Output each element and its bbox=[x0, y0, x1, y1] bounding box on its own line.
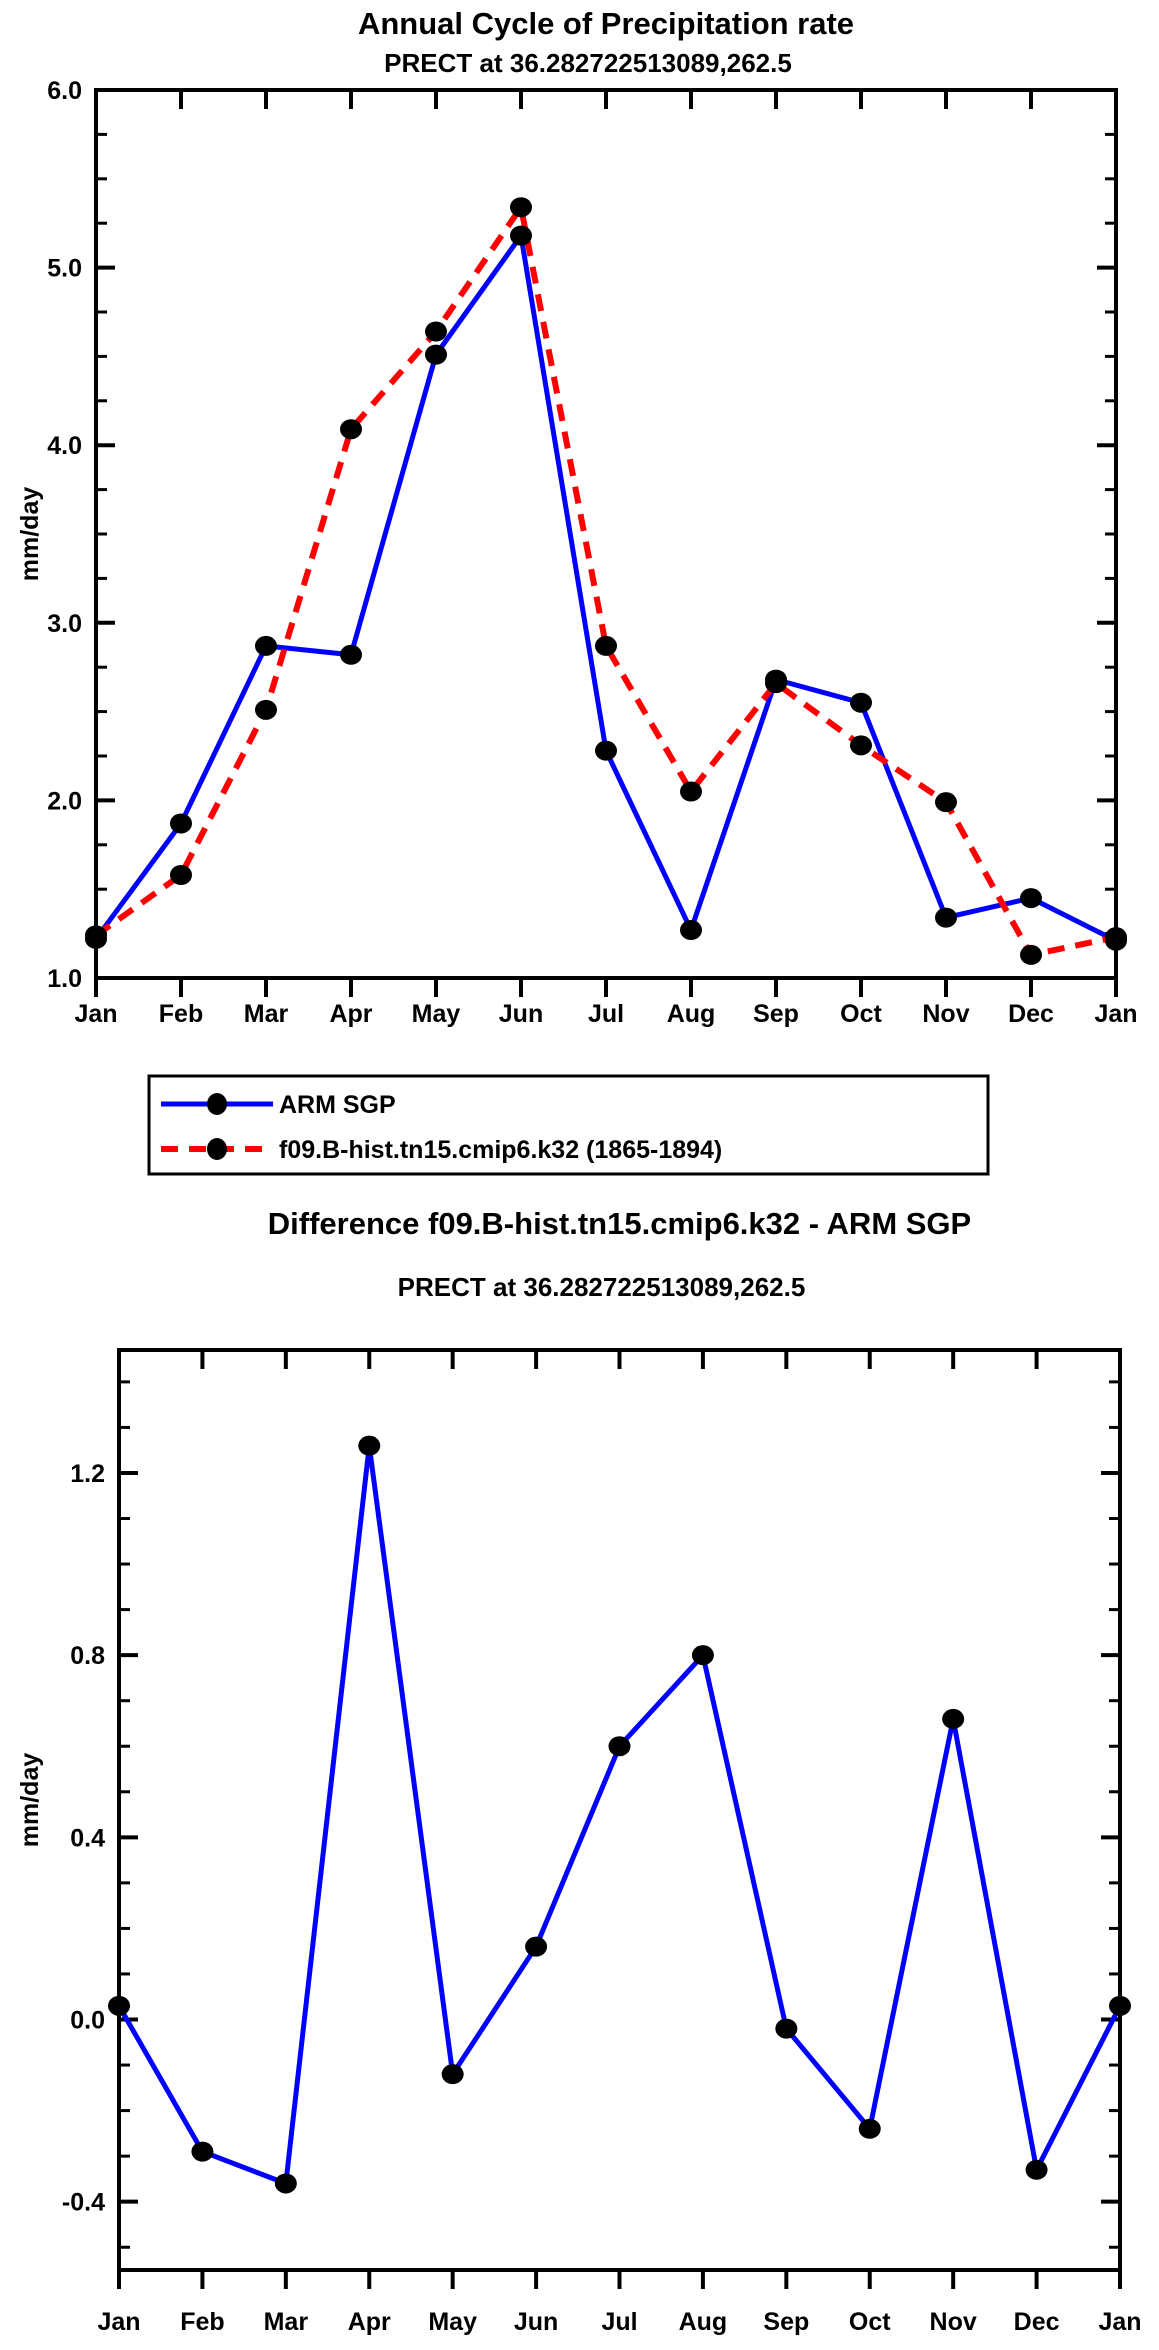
panel-0-xtick-label-5: Jun bbox=[499, 1000, 543, 1028]
panel-0-ytick-label-0: 1.0 bbox=[47, 965, 82, 993]
panel-1-series-0-marker bbox=[274, 2173, 297, 2194]
panel-1-series-0-marker bbox=[525, 1936, 548, 1957]
panel-0-ytick-label-1: 2.0 bbox=[47, 787, 82, 815]
panel-1-series-0-marker bbox=[191, 2141, 214, 2162]
panel-1-xtick-label-11: Dec bbox=[1014, 2308, 1060, 2336]
panel-1-series-0-marker bbox=[608, 1736, 631, 1757]
panel-0-series-0-marker bbox=[510, 225, 532, 246]
panel-0-ytick-label-2: 3.0 bbox=[47, 610, 82, 638]
panel-0-xtick-label-12: Jan bbox=[1094, 1000, 1137, 1028]
panel-0-series-1-marker bbox=[765, 673, 787, 694]
panel-0-xtick-label-3: Apr bbox=[329, 1000, 372, 1028]
panel-1-title: Difference f09.B-hist.tn15.cmip6.k32 - A… bbox=[268, 1206, 971, 1241]
panel-1-xtick-label-1: Feb bbox=[180, 2308, 224, 2336]
panel-1-ytick-label-3: 0.8 bbox=[70, 1642, 105, 1670]
panel-0-xtick-label-7: Aug bbox=[667, 1000, 716, 1028]
legend-marker-0 bbox=[207, 1093, 227, 1115]
panel-0-series-0-marker bbox=[850, 692, 872, 713]
panel-0-xtick-label-10: Nov bbox=[922, 1000, 969, 1028]
panel-1-xtick-label-2: Mar bbox=[264, 2308, 309, 2336]
panel-1-ytick-label-2: 0.4 bbox=[70, 1824, 105, 1852]
panel-0-title: Annual Cycle of Precipitation rate bbox=[358, 6, 854, 41]
panel-0-ytick-label-4: 5.0 bbox=[47, 255, 82, 283]
panel-1-series-0-marker bbox=[691, 1645, 714, 1666]
panel-1-series-0-marker bbox=[441, 2064, 464, 2085]
panel-1-series-0-marker bbox=[858, 2118, 881, 2139]
panel-1-series-0-marker bbox=[942, 1708, 965, 1729]
panel-0-xtick-label-9: Oct bbox=[840, 1000, 882, 1028]
panel-1-xtick-label-12: Jan bbox=[1098, 2308, 1141, 2336]
panel-1-xtick-label-0: Jan bbox=[97, 2308, 140, 2336]
panel-1-xtick-label-9: Oct bbox=[849, 2308, 891, 2336]
panel-0-xtick-label-1: Feb bbox=[159, 1000, 203, 1028]
legend-label-0: ARM SGP bbox=[279, 1091, 396, 1119]
panel-0-series-1-marker bbox=[255, 699, 277, 720]
panel-0-series-0-marker bbox=[1020, 888, 1042, 909]
panel-0-ylabel: mm/day bbox=[16, 487, 44, 582]
panel-1-series-0-marker bbox=[1109, 1995, 1131, 2016]
panel-1-series-0-marker bbox=[1025, 2159, 1048, 2180]
panel-0-series-1-marker bbox=[170, 864, 192, 885]
panel-0-series-1-marker bbox=[1020, 944, 1042, 965]
panel-1-series-0-marker bbox=[108, 1995, 130, 2016]
panel-0-series-1-marker bbox=[340, 419, 362, 440]
panel-0-xtick-label-2: Mar bbox=[244, 1000, 289, 1028]
panel-1-xtick-label-4: May bbox=[428, 2308, 477, 2336]
panel-1-xtick-label-6: Jul bbox=[601, 2308, 637, 2336]
panel-1-xtick-label-5: Jun bbox=[514, 2308, 558, 2336]
panel-0-series-1-line bbox=[94, 199, 1117, 959]
panel-1-series-0-line bbox=[116, 1445, 1123, 2187]
legend-marker-1 bbox=[207, 1138, 227, 1160]
panel-0-xtick-label-8: Sep bbox=[753, 1000, 799, 1028]
panel-0-xtick-label-0: Jan bbox=[74, 1000, 117, 1028]
panel-0-series-1-marker bbox=[680, 781, 702, 802]
panel-0-series-1-marker bbox=[935, 792, 957, 813]
legend-box bbox=[147, 1074, 990, 1176]
panel-0-series-0-marker bbox=[425, 344, 447, 365]
panel-0-series-1-marker bbox=[510, 197, 532, 218]
panel-0-series-0-marker bbox=[595, 740, 617, 761]
panel-1-subtitle: PRECT at 36.282722513089,262.5 bbox=[398, 1272, 806, 1302]
legend-label-1: f09.B-hist.tn15.cmip6.k32 (1865-1894) bbox=[279, 1136, 722, 1164]
panel-0-series-1-marker bbox=[1105, 927, 1127, 948]
panel-1-ytick-label-4: 1.2 bbox=[70, 1460, 105, 1488]
panel-0-series-1-marker bbox=[425, 321, 447, 342]
panel-1-xtick-label-7: Aug bbox=[679, 2308, 728, 2336]
panel-1-xtick-label-8: Sep bbox=[763, 2308, 809, 2336]
panel-0-ytick-label-5: 6.0 bbox=[47, 77, 82, 105]
panel-0-series-0-marker bbox=[680, 920, 702, 941]
panel-0-series-1-marker bbox=[595, 635, 617, 656]
panel-1-ytick-label-0: -0.4 bbox=[62, 2189, 105, 2217]
panel-0-xtick-label-6: Jul bbox=[588, 1000, 624, 1028]
panel-0-series-1-marker bbox=[850, 735, 872, 756]
panel-1-series-0-marker bbox=[358, 1435, 381, 1456]
panel-1-ytick-label-1: 0.0 bbox=[70, 2007, 105, 2035]
panel-0-subtitle: PRECT at 36.282722513089,262.5 bbox=[384, 48, 792, 78]
panel-0-series-0-marker bbox=[170, 813, 192, 834]
panel-0-series-0-marker bbox=[340, 644, 362, 665]
panel-0-ytick-label-3: 4.0 bbox=[47, 432, 82, 460]
panel-0-plot-frame bbox=[94, 88, 1118, 980]
panel-0-xtick-label-4: May bbox=[412, 1000, 461, 1028]
panel-0-xtick-label-11: Dec bbox=[1008, 1000, 1054, 1028]
panel-1-xtick-label-3: Apr bbox=[348, 2308, 391, 2336]
panel-0-series-1-marker bbox=[85, 925, 107, 946]
panel-1-ylabel: mm/day bbox=[16, 1753, 44, 1848]
panel-1-xtick-label-10: Nov bbox=[930, 2308, 977, 2336]
panel-0-series-0-marker bbox=[255, 635, 277, 656]
panel-0-series-0-marker bbox=[935, 907, 957, 928]
panel-1-series-0-marker bbox=[775, 2018, 798, 2039]
